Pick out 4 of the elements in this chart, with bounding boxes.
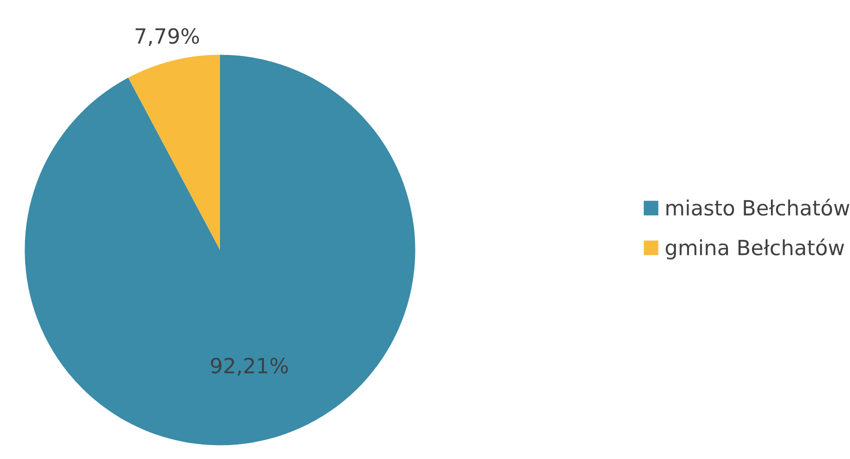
data-label: 7,79%: [136, 28, 199, 46]
data-label: 92,21%: [210, 358, 288, 376]
legend-label: miasto Bełchatów: [666, 198, 850, 216]
legend-label: gmina Bełchatów: [666, 238, 844, 260]
